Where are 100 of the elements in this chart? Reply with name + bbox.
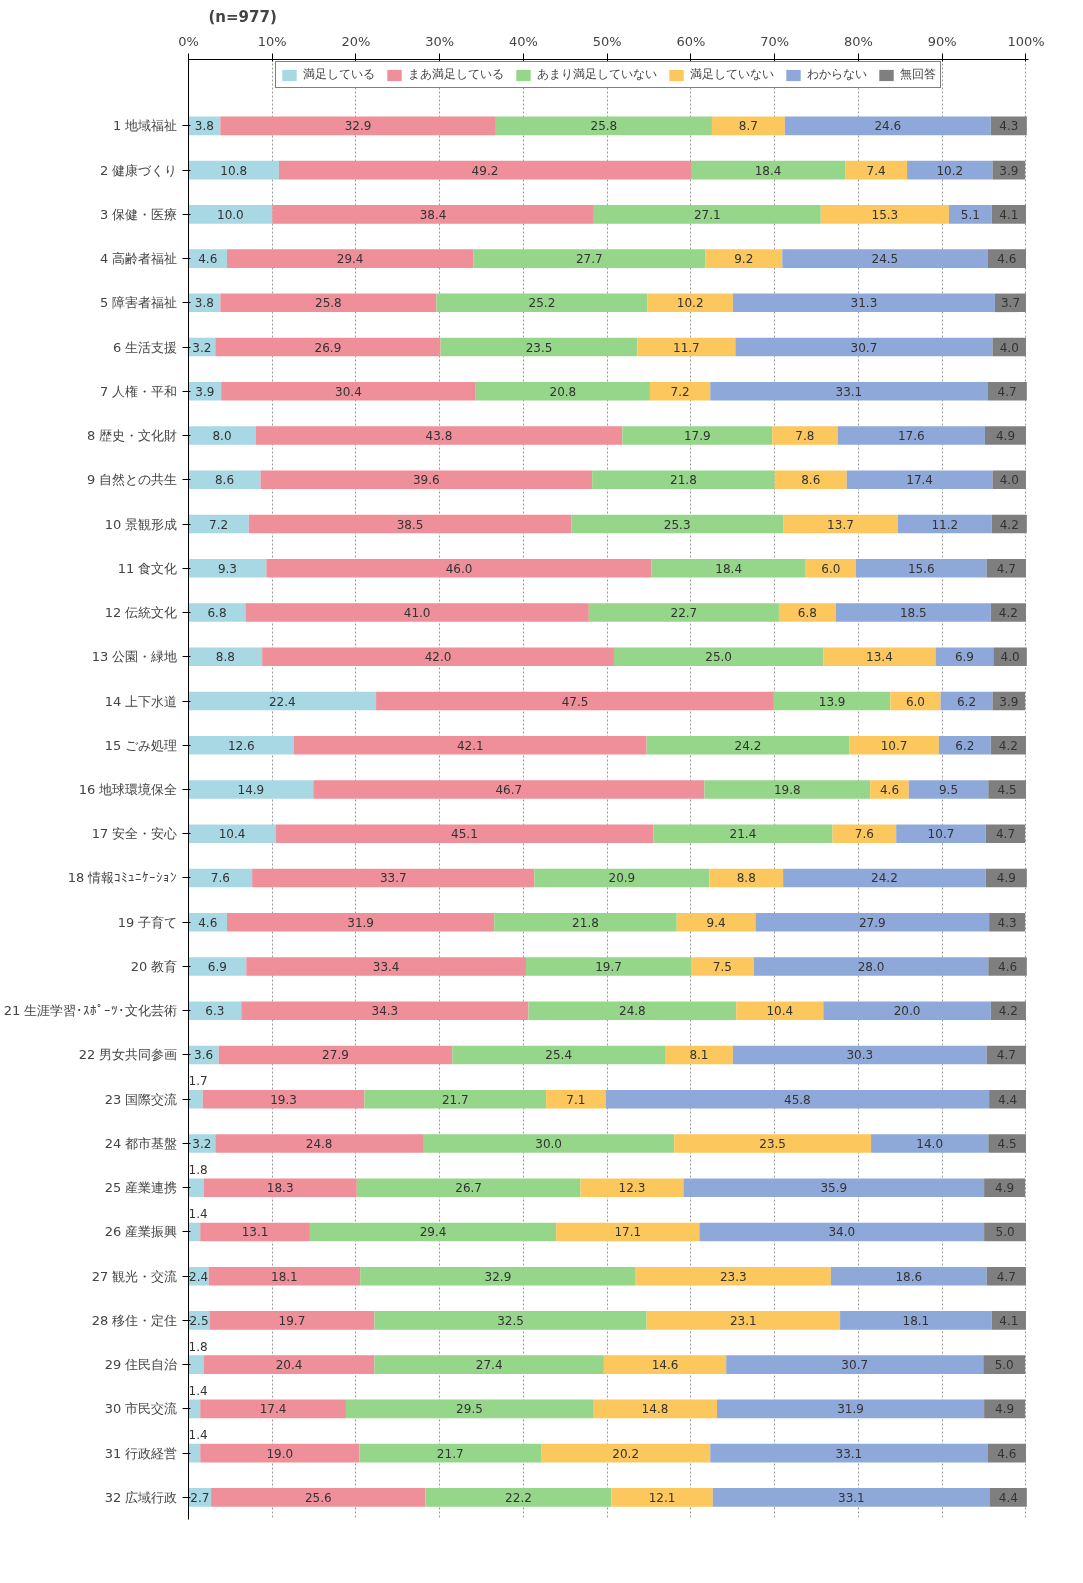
bar bbox=[188, 1399, 201, 1419]
data-label: 33.1 bbox=[835, 1446, 863, 1461]
y-tick-label: 31 行政経営 bbox=[104, 1445, 178, 1461]
data-label: 18.1 bbox=[902, 1313, 930, 1328]
bar bbox=[475, 382, 650, 401]
y-tick-label: 25 産業連携 bbox=[104, 1180, 178, 1196]
data-label: 18.5 bbox=[899, 606, 927, 621]
data-label: 4.2 bbox=[998, 606, 1018, 621]
x-tick-label: 100% bbox=[1007, 33, 1045, 49]
y-tick-label: 4 高齢者福祉 bbox=[100, 251, 178, 267]
data-label: 7.6 bbox=[210, 871, 230, 886]
bar bbox=[690, 957, 754, 976]
y-tick-label: 5 障害者福祉 bbox=[100, 295, 178, 311]
y-tick-label: 3 保健・医療 bbox=[100, 206, 178, 222]
data-label: 19.0 bbox=[266, 1446, 294, 1461]
data-label: 12.3 bbox=[618, 1181, 646, 1196]
bar bbox=[938, 735, 991, 755]
bar bbox=[188, 426, 256, 445]
bar bbox=[820, 205, 949, 224]
x-tick-label: 80% bbox=[844, 33, 873, 49]
data-label: 1.7 bbox=[188, 1074, 208, 1089]
data-label: 24.2 bbox=[734, 738, 762, 753]
y-tick-label: 14 上下水道 bbox=[104, 693, 178, 709]
data-label: 23.5 bbox=[525, 340, 553, 355]
data-label: 30.4 bbox=[335, 384, 362, 399]
bar bbox=[218, 1045, 453, 1065]
bar bbox=[896, 824, 986, 844]
x-tick-label: 60% bbox=[676, 33, 706, 49]
data-label: 22.2 bbox=[505, 1490, 532, 1505]
bar bbox=[823, 1001, 991, 1020]
bar bbox=[541, 1443, 711, 1463]
legend-label: 無回答 bbox=[900, 66, 936, 83]
bar bbox=[345, 1399, 594, 1419]
data-label: 8.6 bbox=[214, 473, 235, 488]
bar bbox=[603, 1355, 727, 1374]
bar bbox=[188, 603, 246, 622]
data-label: 5.1 bbox=[960, 207, 980, 222]
data-label: 21.4 bbox=[729, 827, 757, 842]
data-label: 4.6 bbox=[198, 252, 218, 267]
bar bbox=[726, 1355, 984, 1374]
data-label: 8.7 bbox=[738, 119, 758, 134]
y-tick-label: 28 移住・定住 bbox=[91, 1312, 178, 1328]
bar bbox=[241, 1001, 529, 1020]
y-tick-label: 13 公園・緑地 bbox=[91, 649, 178, 665]
bar bbox=[294, 735, 647, 755]
data-label: 30.7 bbox=[841, 1358, 869, 1373]
bar bbox=[732, 293, 995, 313]
y-tick-label: 18 情報ｺﾐｭﾆｹｰｼｮﾝ bbox=[67, 870, 178, 886]
bar bbox=[646, 735, 850, 755]
data-label: 30.0 bbox=[535, 1136, 562, 1151]
data-label: 8.6 bbox=[801, 473, 821, 488]
bar bbox=[993, 647, 1027, 667]
bar bbox=[580, 1178, 684, 1197]
data-label: 14.6 bbox=[651, 1358, 679, 1373]
data-label: 10.2 bbox=[676, 296, 704, 311]
data-label: 31.9 bbox=[347, 915, 374, 930]
bar bbox=[830, 1266, 987, 1286]
data-label: 27.4 bbox=[475, 1358, 503, 1373]
data-label: 46.7 bbox=[495, 783, 523, 797]
data-label: 25.0 bbox=[705, 650, 732, 665]
data-label: 4.9 bbox=[995, 429, 1016, 444]
bar bbox=[605, 1089, 990, 1109]
data-label: 34.0 bbox=[828, 1225, 856, 1240]
data-label: 4.9 bbox=[996, 871, 1016, 886]
data-label: 45.1 bbox=[451, 827, 478, 842]
bar bbox=[990, 1001, 1026, 1020]
bar bbox=[711, 116, 785, 136]
data-label: 4.2 bbox=[999, 517, 1019, 532]
data-label: 38.5 bbox=[396, 517, 424, 532]
data-label: 3.8 bbox=[194, 119, 214, 134]
data-label: 18.1 bbox=[271, 1269, 298, 1284]
bar bbox=[266, 559, 652, 578]
data-label: 4.7 bbox=[996, 561, 1016, 576]
y-tick-label: 8 歴史・文化財 bbox=[87, 428, 178, 444]
text: (n=977) bbox=[208, 7, 277, 26]
data-label: 31.3 bbox=[850, 296, 878, 311]
data-label: 8.8 bbox=[215, 650, 235, 665]
bar bbox=[252, 868, 535, 888]
data-label: 15.3 bbox=[871, 207, 899, 222]
bar bbox=[262, 647, 614, 667]
bar bbox=[897, 514, 992, 534]
bar bbox=[356, 1178, 581, 1197]
bar bbox=[534, 868, 710, 888]
data-label: 6.8 bbox=[797, 606, 817, 621]
bar bbox=[593, 205, 821, 224]
bar bbox=[494, 912, 677, 932]
data-label: 6.9 bbox=[954, 650, 974, 665]
data-label: 3.9 bbox=[195, 384, 215, 399]
bar bbox=[188, 205, 273, 224]
data-label: 49.2 bbox=[471, 163, 499, 178]
bar bbox=[783, 514, 898, 534]
y-tick-label: 23 国際交流 bbox=[104, 1091, 178, 1107]
data-label: 7.6 bbox=[854, 827, 874, 842]
bar bbox=[653, 824, 833, 844]
bar bbox=[188, 1443, 201, 1463]
data-label: 2.5 bbox=[189, 1313, 209, 1328]
data-label: 21.8 bbox=[572, 915, 599, 930]
data-label: 6.0 bbox=[905, 694, 925, 709]
data-label: 4.7 bbox=[995, 827, 1016, 842]
legend-label: あまり満足していない bbox=[537, 66, 657, 83]
